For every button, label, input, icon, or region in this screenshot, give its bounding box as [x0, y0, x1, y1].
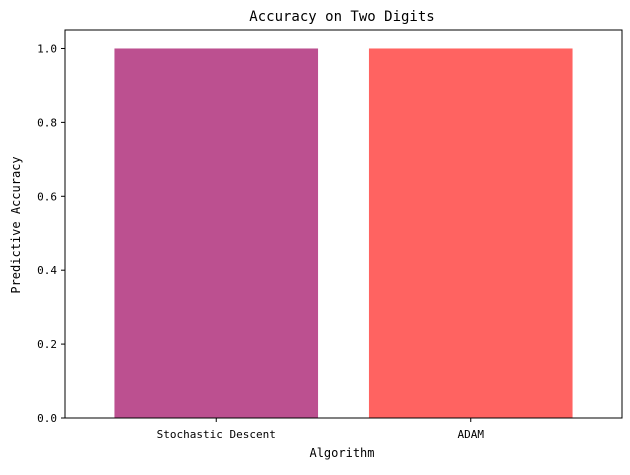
chart-title: Accuracy on Two Digits: [249, 9, 434, 25]
y-tick-label: 0.4: [37, 264, 57, 277]
y-axis: 0.0 0.2 0.4 0.6 0.8 1.0: [37, 42, 65, 425]
x-axis-label: Algorithm: [309, 446, 374, 460]
y-tick-label: 0.0: [37, 412, 57, 425]
x-tick-label: Stochastic Descent: [157, 428, 276, 441]
bar-1: [368, 48, 573, 418]
bars-group: [114, 48, 573, 418]
plot-frame: [64, 29, 623, 419]
y-tick-label: 0.6: [37, 190, 57, 203]
y-tick-label: 0.8: [37, 116, 57, 129]
bar-0: [114, 48, 319, 418]
y-axis-label: Predictive Accuracy: [9, 156, 23, 293]
x-axis: Stochastic Descent ADAM: [157, 418, 485, 441]
y-tick-label: 1.0: [37, 42, 57, 55]
y-tick-label: 0.2: [37, 338, 57, 351]
x-tick-label: ADAM: [458, 428, 485, 441]
